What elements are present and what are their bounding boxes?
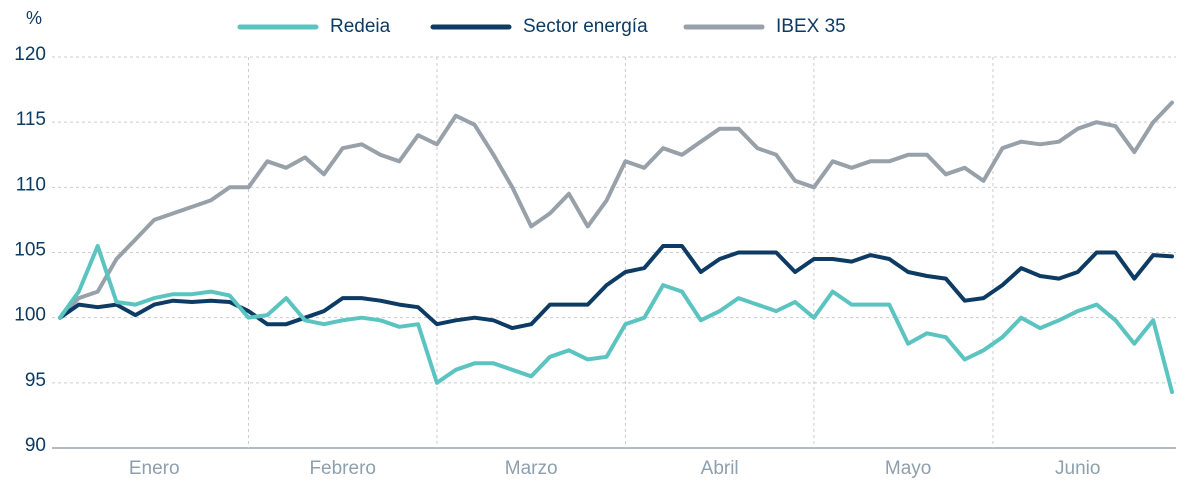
y-tick-label: 100 xyxy=(14,305,46,326)
x-tick-label: Junio xyxy=(1055,458,1100,479)
series-line xyxy=(58,244,1174,394)
y-tick-label: 105 xyxy=(14,240,46,261)
legend-label: IBEX 35 xyxy=(776,16,846,37)
x-tick-label: Enero xyxy=(129,458,180,479)
y-tick-label: 95 xyxy=(25,370,46,391)
y-axis-label: % xyxy=(26,8,42,28)
legend-label: Sector energía xyxy=(523,16,648,37)
series-line xyxy=(58,100,1174,320)
y-tick-label: 120 xyxy=(14,44,46,65)
x-tick-label: Marzo xyxy=(505,458,558,479)
x-tick-label: Abril xyxy=(701,458,739,479)
y-tick-label: 115 xyxy=(16,109,46,130)
y-tick-label: 90 xyxy=(25,435,46,456)
x-tick-label: Febrero xyxy=(309,458,376,479)
y-tick-label: 110 xyxy=(16,174,46,195)
legend-label: Redeia xyxy=(330,16,391,37)
x-tick-label: Mayo xyxy=(885,458,931,479)
series-line xyxy=(58,244,1174,331)
